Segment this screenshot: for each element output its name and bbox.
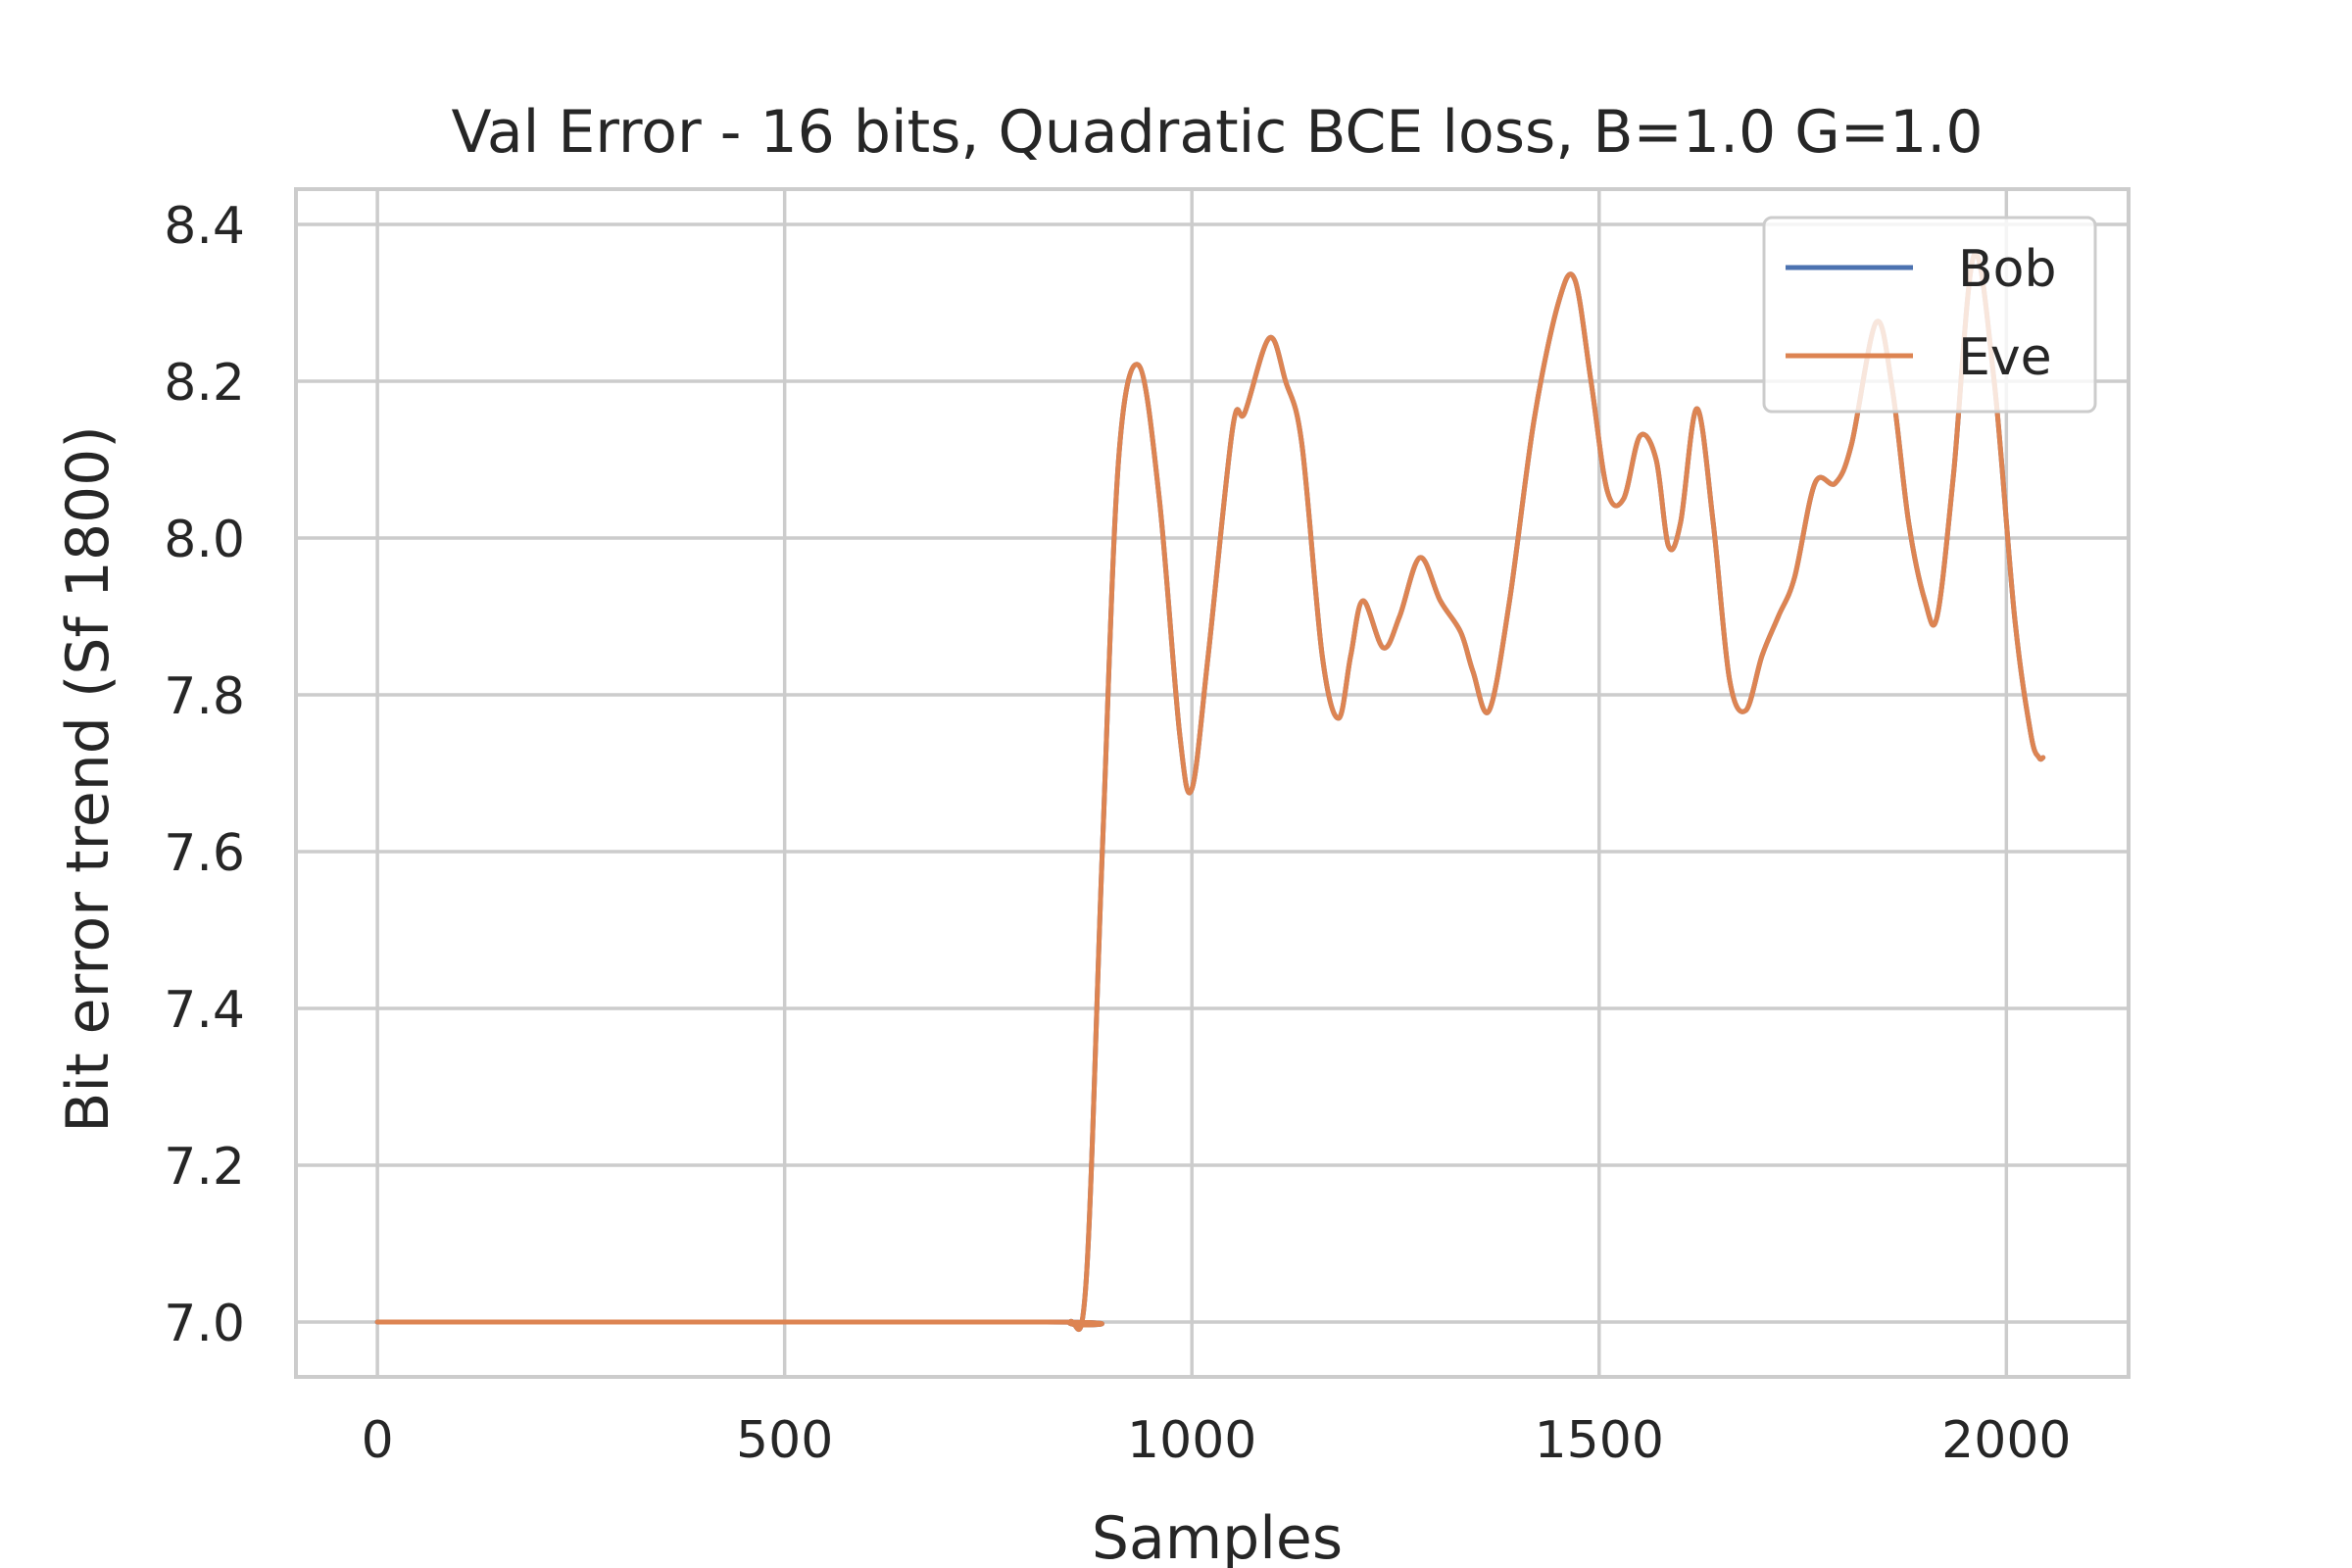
- plot-frame: [294, 187, 2131, 1379]
- x-tick-labels: 0 500 1000 1500 2000: [362, 1411, 2072, 1470]
- y-tick-label: 7.8: [164, 667, 245, 726]
- y-tick-labels: 7.0 7.2 7.4 7.6 7.8 8.0 8.2 8.4: [164, 197, 245, 1353]
- x-tick-label: 0: [362, 1411, 394, 1470]
- y-tick-label: 7.6: [164, 824, 245, 883]
- y-axis-label: Bit error trend (Sf 1800): [54, 425, 122, 1133]
- series-line-eve: [374, 251, 2046, 1332]
- y-tick-label: 8.2: [164, 354, 245, 413]
- y-tick-label: 7.4: [164, 981, 245, 1040]
- x-tick-label: 1500: [1535, 1411, 1664, 1470]
- y-tick-label: 7.2: [164, 1138, 245, 1197]
- x-tick-label: 2000: [1941, 1411, 2071, 1470]
- y-tick-label: 8.4: [164, 197, 245, 256]
- y-tick-label: 7.0: [164, 1295, 245, 1353]
- chart-title: Val Error - 16 bits, Quadratic BCE loss,…: [452, 98, 1984, 167]
- x-tick-label: 1000: [1127, 1411, 1256, 1470]
- legend-label-bob: Bob: [1958, 240, 2057, 299]
- legend: Bob Eve: [1762, 216, 2097, 414]
- x-tick-label: 500: [736, 1411, 833, 1470]
- x-axis-label: Samples: [1092, 1504, 1343, 1568]
- legend-label-eve: Eve: [1958, 328, 2052, 387]
- series-layer: [374, 251, 2046, 1332]
- y-tick-label: 8.0: [164, 511, 245, 569]
